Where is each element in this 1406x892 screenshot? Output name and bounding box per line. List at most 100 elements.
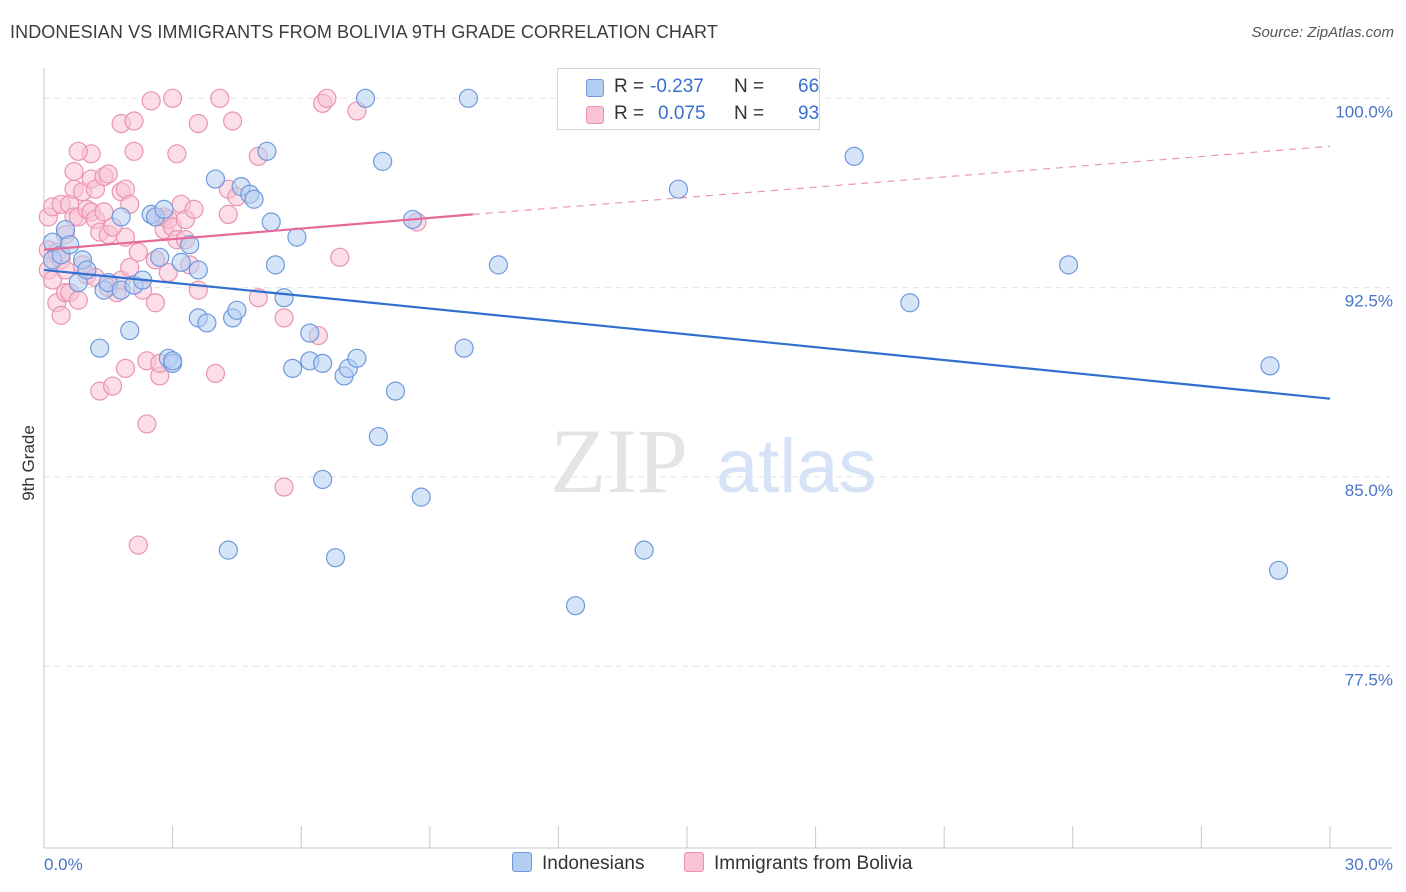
indonesians-point [188, 260, 208, 280]
bolivia-point [137, 414, 157, 434]
bolivia-point [102, 376, 123, 396]
indonesians-point [287, 227, 307, 247]
indonesians-point [668, 179, 689, 199]
legend-r-label: R = [614, 103, 645, 124]
indonesians-point [634, 540, 654, 560]
bolivia-point [120, 257, 140, 278]
x-tick-labels: 0.0% 30.0% [44, 855, 1393, 874]
bolivia-point [163, 88, 183, 108]
legend-r-label: R = [614, 76, 645, 97]
indonesians-point [900, 293, 920, 313]
y-tick-label: 92.5% [1345, 292, 1393, 311]
legend-n-value: 66 [798, 76, 820, 97]
x-tick-label: 30.0% [1345, 855, 1393, 874]
indonesians-point [1268, 560, 1289, 580]
bolivia-point [317, 88, 337, 108]
bolivia-point [145, 293, 166, 313]
bolivia-point [205, 363, 226, 384]
y-tick-label: 85.0% [1345, 481, 1393, 500]
bottom-legend-swatch-blue [512, 852, 532, 872]
indonesians-point [1058, 255, 1079, 275]
indonesians-point [180, 235, 200, 255]
legend-r-value: 0.075 [658, 103, 706, 124]
indonesians-point [283, 358, 303, 378]
bolivia-point [218, 204, 238, 225]
indonesians-point [197, 313, 217, 333]
indonesians-point [274, 288, 294, 308]
bolivia-trend-extension [472, 145, 1331, 216]
indonesians-point [347, 348, 367, 368]
legend-n-value: 93 [798, 103, 820, 124]
watermark-zip: ZIP [550, 410, 688, 512]
indonesians-point [313, 469, 333, 490]
axes [43, 68, 1392, 849]
bolivia-point [248, 288, 268, 308]
bolivia-point [210, 88, 230, 108]
indonesians-point [150, 247, 170, 267]
indonesians-point [265, 255, 286, 275]
indonesians-point [373, 151, 393, 171]
chart-title: INDONESIAN VS IMMIGRANTS FROM BOLIVIA 9T… [10, 22, 718, 42]
bolivia-point [68, 290, 88, 310]
bolivia-point [223, 111, 243, 131]
bottom-legend-indonesians: Indonesians [512, 852, 644, 875]
bolivia-point [167, 144, 187, 164]
bottom-legend-label: Immigrants from Bolivia [714, 853, 913, 874]
bolivia-point [274, 308, 294, 328]
indonesians-point [171, 252, 191, 272]
legend-n-label: N = [734, 76, 765, 97]
indonesians-point [1260, 356, 1280, 376]
indonesians-point [355, 88, 376, 108]
bottom-legend-swatch-pink [684, 852, 704, 872]
indonesians-point [257, 141, 277, 161]
indonesians-point [368, 426, 388, 447]
indonesians-trend-line [43, 268, 1331, 400]
indonesians-point [488, 255, 508, 275]
indonesians-point [261, 212, 281, 232]
indonesians-point [458, 88, 478, 108]
y-axis-title: 9th Grade [19, 425, 38, 501]
bolivia-point [124, 111, 144, 131]
bolivia-point [68, 141, 88, 161]
bolivia-point [128, 535, 148, 555]
indonesians-point [90, 338, 110, 358]
bolivia-point [128, 242, 148, 262]
legend-swatch-pink [586, 106, 604, 124]
bolivia-point [141, 91, 161, 111]
bolivia-point [330, 247, 350, 267]
indonesians-point [120, 320, 140, 341]
indonesians-point [313, 353, 333, 373]
y-tick-labels: 100.0% 92.5% 85.0% 77.5% [1335, 102, 1393, 689]
x-tick-label: 0.0% [44, 855, 83, 874]
watermark: ZIP atlas [550, 410, 877, 512]
legend-swatch-blue [586, 79, 604, 97]
series-indonesians-points [42, 88, 1289, 616]
bolivia-point [51, 305, 71, 325]
indonesians-point [218, 540, 238, 560]
legend-n-label: N = [734, 103, 765, 124]
y-tick-label: 77.5% [1345, 670, 1393, 689]
bolivia-point [115, 358, 136, 378]
bolivia-point [274, 477, 294, 497]
indonesians-point [244, 189, 264, 209]
bolivia-point [188, 113, 208, 134]
indonesians-point [454, 338, 474, 358]
source-label: Source: ZipAtlas.com [1251, 24, 1394, 41]
bolivia-point [124, 141, 144, 161]
y-tick-label: 100.0% [1335, 102, 1393, 121]
indonesians-point [325, 548, 346, 568]
bolivia-trend-line [43, 213, 473, 251]
indonesians-point [227, 300, 247, 320]
bottom-legend-bolivia: Immigrants from Bolivia [684, 852, 913, 875]
indonesians-point [844, 146, 864, 166]
legend-r-value: -0.237 [650, 76, 704, 97]
indonesians-point [300, 323, 320, 343]
indonesians-point [205, 169, 226, 189]
bolivia-point [98, 164, 118, 184]
indonesians-point [154, 199, 174, 219]
indonesians-point [385, 381, 406, 401]
indonesians-point [60, 235, 80, 255]
indonesians-point [565, 596, 586, 616]
bolivia-point [184, 199, 204, 219]
